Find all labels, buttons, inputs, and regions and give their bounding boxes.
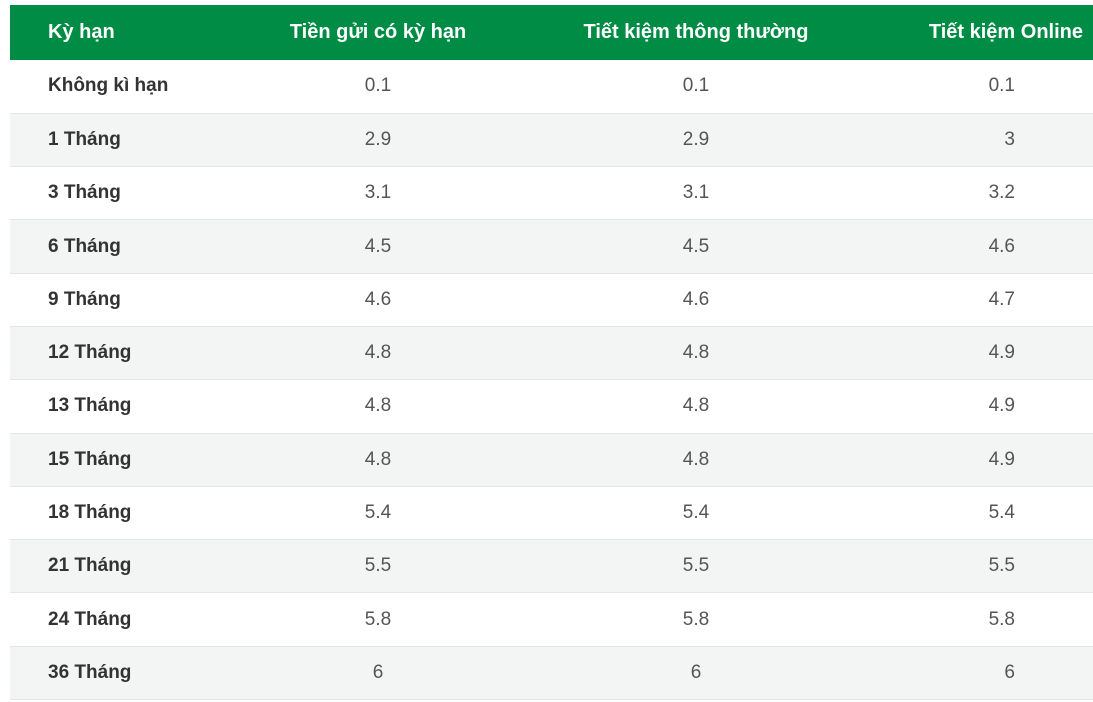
- interest-rate-table: Kỳ hạn Tiền gửi có kỳ hạn Tiết kiệm thôn…: [10, 5, 1093, 700]
- header-online-savings: Tiết kiệm Online: [928, 21, 1083, 43]
- regular-savings-cell: 4.6: [682, 288, 710, 310]
- regular-savings-cell: 3.1: [682, 182, 710, 204]
- regular-savings-cell: 2.9: [682, 128, 710, 150]
- term-deposit-cell: 0.1: [364, 75, 392, 97]
- term-cell: 12 Tháng: [48, 342, 132, 364]
- online-savings-cell: 3.2: [988, 182, 1015, 204]
- online-savings-cell: 6: [1004, 661, 1015, 683]
- term-deposit-cell: 4.8: [364, 448, 392, 470]
- table-header: Kỳ hạn Tiền gửi có kỳ hạn Tiết kiệm thôn…: [10, 5, 1093, 60]
- term-deposit-cell: 3.1: [364, 182, 392, 204]
- term-cell: 15 Tháng: [48, 448, 132, 470]
- table-row: 12 Tháng 4.8 4.8 4.9: [10, 326, 1093, 380]
- table-row: 9 Tháng 4.6 4.6 4.7: [10, 273, 1093, 327]
- table-body: Không kì hạn 0.1 0.1 0.1 1 Tháng 2.9 2.9 3 3 Thá…: [10, 60, 1093, 700]
- regular-savings-cell: 4.5: [682, 235, 710, 257]
- table-row: 13 Tháng 4.8 4.8 4.9: [10, 380, 1093, 434]
- regular-savings-cell: 4.8: [682, 448, 710, 470]
- term-deposit-cell: 6: [372, 661, 384, 683]
- regular-savings-cell: 0.1: [682, 75, 710, 97]
- table-row: Không kì hạn 0.1 0.1 0.1: [10, 60, 1093, 114]
- term-cell: 21 Tháng: [48, 555, 132, 577]
- table-row: 24 Tháng 5.8 5.8 5.8: [10, 593, 1093, 647]
- term-deposit-cell: 5.5: [364, 555, 392, 577]
- regular-savings-cell: 4.8: [682, 342, 710, 364]
- term-deposit-cell: 4.6: [364, 288, 392, 310]
- regular-savings-cell: 5.4: [682, 502, 710, 524]
- term-cell: 18 Tháng: [48, 502, 132, 524]
- table-row: 6 Tháng 4.5 4.5 4.6: [10, 219, 1093, 274]
- term-cell: 9 Tháng: [48, 288, 121, 310]
- term-cell: 3 Tháng: [48, 182, 121, 204]
- term-cell: 13 Tháng: [48, 395, 132, 417]
- term-cell: 36 Tháng: [48, 661, 132, 683]
- term-deposit-cell: 5.8: [364, 608, 392, 630]
- term-deposit-cell: 4.8: [364, 395, 392, 417]
- online-savings-cell: 5.5: [988, 555, 1015, 577]
- online-savings-cell: 5.8: [988, 608, 1015, 630]
- table-row: 36 Tháng 6 6 6: [10, 646, 1093, 700]
- term-cell: 6 Tháng: [48, 235, 121, 257]
- online-savings-cell: 0.1: [988, 75, 1015, 97]
- term-deposit-cell: 4.5: [364, 235, 392, 257]
- regular-savings-cell: 6: [690, 661, 702, 683]
- header-regular-savings: Tiết kiệm thông thường: [583, 21, 809, 43]
- header-term: Kỳ hạn: [48, 21, 115, 43]
- table-row: 3 Tháng 3.1 3.1 3.2: [10, 167, 1093, 220]
- term-deposit-cell: 2.9: [364, 128, 392, 150]
- term-cell: 24 Tháng: [48, 608, 132, 630]
- header-term-deposit: Tiền gửi có kỳ hạn: [289, 21, 467, 43]
- online-savings-cell: 5.4: [988, 502, 1015, 524]
- online-savings-cell: 4.6: [988, 235, 1015, 257]
- header-row: Kỳ hạn Tiền gửi có kỳ hạn Tiết kiệm thôn…: [10, 5, 1093, 60]
- table-row: 21 Tháng 5.5 5.5 5.5: [10, 539, 1093, 593]
- interest-rate-table-container: Kỳ hạn Tiền gửi có kỳ hạn Tiết kiệm thôn…: [10, 5, 1093, 700]
- table-row: 15 Tháng 4.8 4.8 4.9: [10, 433, 1093, 487]
- table-row: 1 Tháng 2.9 2.9 3: [10, 113, 1093, 167]
- term-deposit-cell: 4.8: [364, 342, 392, 364]
- regular-savings-cell: 5.8: [682, 608, 710, 630]
- online-savings-cell: 4.9: [988, 448, 1015, 470]
- online-savings-cell: 3: [1004, 128, 1015, 150]
- term-deposit-cell: 5.4: [364, 502, 392, 524]
- online-savings-cell: 4.9: [988, 342, 1015, 364]
- online-savings-cell: 4.9: [988, 395, 1015, 417]
- regular-savings-cell: 5.5: [682, 555, 710, 577]
- regular-savings-cell: 4.8: [682, 395, 710, 417]
- term-cell: 1 Tháng: [48, 128, 121, 150]
- online-savings-cell: 4.7: [988, 288, 1015, 310]
- table-row: 18 Tháng 5.4 5.4 5.4: [10, 486, 1093, 540]
- term-cell: Không kì hạn: [48, 75, 169, 97]
